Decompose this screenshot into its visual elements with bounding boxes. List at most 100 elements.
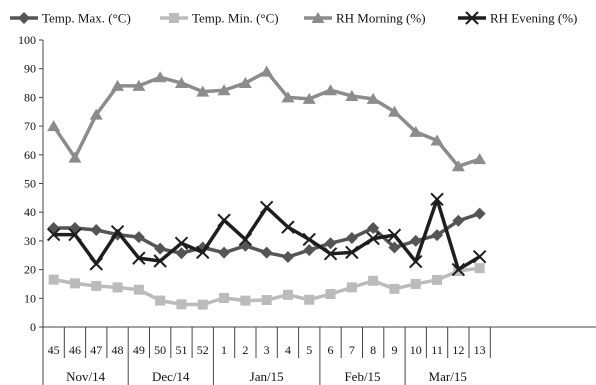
x-tick-label: 47: [90, 343, 102, 357]
cross-stroke: [259, 200, 274, 215]
y-tick-label: 0: [30, 320, 36, 334]
data-point-cross: [409, 254, 423, 269]
series-line: [53, 197, 481, 272]
x-tick-label: 7: [349, 343, 355, 357]
data-point-triangle: [68, 151, 82, 163]
month-label: Nov/14: [66, 369, 106, 384]
data-point-square: [176, 299, 187, 310]
data-point-square: [197, 299, 208, 310]
data-point-cross: [89, 257, 103, 271]
x-tick-label: 4: [285, 343, 291, 357]
data-point-cross: [472, 249, 487, 264]
data-point-diamond: [132, 231, 145, 244]
month-label: Dec/14: [152, 369, 190, 384]
x-tick-label: 5: [306, 343, 312, 357]
cross-stroke: [153, 254, 167, 268]
data-point-diamond: [47, 221, 60, 234]
y-tick-label: 50: [24, 177, 36, 191]
data-point-triangle: [174, 77, 188, 89]
data-point-triangle: [409, 125, 423, 137]
x-tick-label: 50: [154, 343, 166, 357]
x-tick-label: 9: [391, 343, 397, 357]
data-point-square: [432, 274, 443, 285]
data-point-diamond: [239, 239, 252, 252]
cross-stroke: [345, 245, 359, 260]
cross-stroke: [323, 247, 338, 261]
data-point-diamond: [281, 250, 294, 263]
month-label: Jan/15: [250, 369, 284, 384]
x-tick-label: 49: [133, 343, 145, 357]
data-point-diamond: [409, 234, 422, 247]
legend-label: Temp. Min. (°C): [192, 11, 279, 26]
data-point-cross: [196, 245, 210, 260]
cross-stroke: [465, 11, 479, 25]
data-point-square: [346, 282, 357, 293]
legend-item: RH Evening (%): [458, 11, 577, 26]
data-point-triangle: [430, 134, 444, 146]
y-tick-label: 70: [24, 119, 36, 133]
data-point-square: [133, 284, 144, 295]
legend-item: RH Morning (%): [304, 11, 426, 26]
x-tick-label: 6: [328, 343, 334, 357]
data-point-diamond: [345, 232, 358, 245]
data-point-square: [91, 280, 102, 291]
data-point-cross: [46, 227, 61, 242]
y-tick-label: 40: [24, 205, 36, 219]
data-point-square: [155, 295, 166, 306]
data-point-square: [112, 282, 123, 293]
data-point-cross: [451, 262, 466, 277]
y-tick-label: 30: [24, 234, 36, 248]
month-label: Mar/15: [429, 369, 467, 384]
data-point-diamond: [154, 242, 167, 255]
data-point-triangle: [387, 105, 401, 117]
legend-item: Temp. Max. (°C): [10, 11, 131, 26]
data-point-diamond: [388, 241, 401, 254]
data-point-triangle: [302, 92, 316, 104]
data-point-square: [304, 294, 315, 305]
series-4: [46, 192, 487, 277]
data-point-square: [69, 278, 80, 289]
series-2: [48, 263, 485, 310]
data-point-cross: [259, 200, 274, 215]
cross-stroke: [110, 225, 125, 239]
data-point-diamond: [324, 237, 337, 250]
cross-stroke: [451, 262, 466, 277]
data-point-square: [169, 13, 179, 23]
data-point-cross: [238, 232, 253, 247]
data-point-diamond: [175, 247, 188, 260]
legend: Temp. Max. (°C) Temp. Min. (°C) RH Morning…: [10, 11, 577, 26]
data-point-cross: [465, 11, 479, 25]
cross-stroke: [281, 220, 295, 234]
x-tick-label: 3: [264, 343, 270, 357]
data-point-square: [325, 288, 336, 299]
data-point-square: [219, 293, 230, 304]
x-tick-label: 52: [197, 343, 209, 357]
y-tick-label: 20: [24, 263, 36, 277]
x-tick-label: 11: [431, 343, 443, 357]
data-point-cross: [132, 251, 146, 265]
data-point-square: [368, 275, 379, 286]
data-point-triangle: [324, 84, 338, 96]
cross-stroke: [46, 227, 61, 242]
x-tick-label: 51: [175, 343, 187, 357]
legend-label: Temp. Max. (°C): [42, 11, 131, 26]
data-point-diamond: [18, 12, 30, 24]
cross-stroke: [430, 192, 444, 206]
data-point-square: [261, 295, 272, 306]
data-point-cross: [68, 227, 82, 242]
legend-label: RH Morning (%): [336, 11, 426, 26]
data-point-triangle: [111, 79, 125, 91]
data-point-triangle: [196, 85, 210, 97]
cross-stroke: [472, 249, 487, 264]
data-point-cross: [345, 245, 359, 260]
data-point-triangle: [153, 71, 167, 83]
cross-stroke: [89, 257, 103, 271]
cross-stroke: [409, 254, 423, 269]
data-point-cross: [430, 192, 444, 206]
data-point-square: [474, 263, 485, 274]
data-point-triangle: [260, 65, 274, 77]
data-point-square: [282, 289, 293, 300]
x-tick-label: 8: [370, 343, 376, 357]
data-point-triangle: [281, 91, 295, 103]
